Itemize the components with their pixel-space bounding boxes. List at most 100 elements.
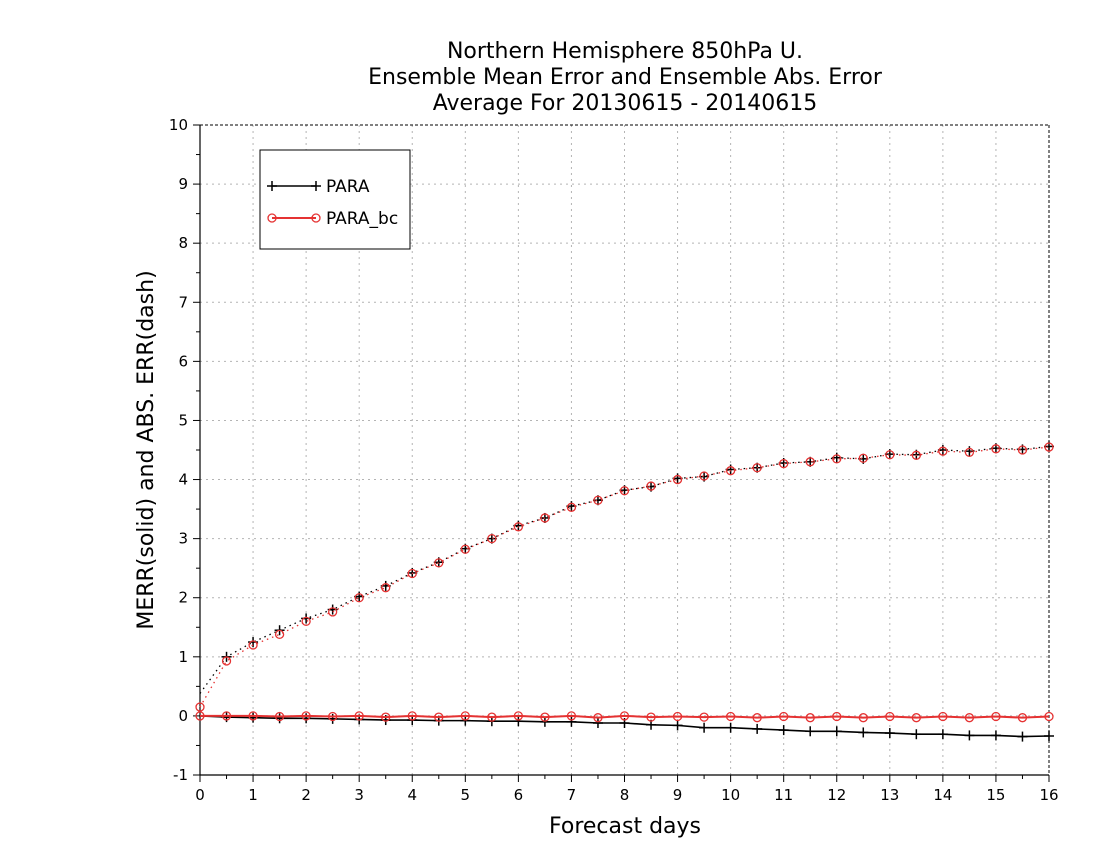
merr-point bbox=[354, 711, 364, 721]
merr-point bbox=[1017, 731, 1028, 742]
merr-point bbox=[672, 711, 683, 722]
y-tick-label: 8 bbox=[178, 234, 188, 252]
merr-point bbox=[460, 715, 471, 726]
abs-err-point bbox=[885, 450, 895, 460]
abs-err-point bbox=[328, 607, 338, 617]
x-tick-label: 9 bbox=[673, 786, 683, 804]
merr-point bbox=[328, 711, 338, 722]
merr-point bbox=[964, 713, 975, 723]
merr-point bbox=[752, 723, 763, 734]
x-tick-label: 8 bbox=[620, 786, 630, 804]
abs-err-point bbox=[195, 702, 205, 712]
merr-point bbox=[991, 711, 1001, 722]
abs-err-point bbox=[592, 495, 603, 506]
y-tick-label: 3 bbox=[178, 530, 188, 548]
abs-err-point bbox=[513, 522, 524, 532]
abs-err-point bbox=[487, 533, 497, 544]
merr-point bbox=[858, 727, 869, 738]
x-tick-label: 14 bbox=[933, 786, 952, 804]
abs-err-point bbox=[486, 533, 497, 544]
y-tick-label: 7 bbox=[178, 293, 188, 311]
x-tick-label: 12 bbox=[827, 786, 846, 804]
abs-err-point bbox=[672, 474, 683, 485]
merr-point bbox=[990, 730, 1001, 741]
title-line-3: Average For 20130615 - 20140615 bbox=[433, 91, 818, 116]
merr-point bbox=[911, 713, 921, 723]
x-axis-label: Forecast days bbox=[549, 814, 701, 839]
y-tick-label: 5 bbox=[178, 411, 188, 429]
abs-err-point bbox=[434, 558, 444, 568]
abs-err-point bbox=[301, 616, 311, 627]
merr-point bbox=[858, 713, 868, 723]
y-tick-label: 0 bbox=[178, 707, 188, 725]
merr-point bbox=[248, 711, 258, 721]
abs-err-point bbox=[460, 544, 470, 554]
merr-point bbox=[592, 718, 603, 728]
legend-entry: PARA bbox=[267, 177, 370, 197]
abs-err-point bbox=[991, 444, 1001, 454]
abs-err-point bbox=[381, 583, 391, 593]
abs-err-point bbox=[699, 471, 709, 481]
merr-point bbox=[672, 720, 683, 731]
legend: PARA PARA_bc bbox=[259, 149, 411, 250]
merr-point bbox=[460, 711, 470, 721]
merr-point bbox=[725, 722, 736, 733]
merr-point bbox=[699, 712, 709, 722]
merr-point bbox=[884, 728, 895, 739]
series-para-bc bbox=[195, 442, 1054, 723]
merr-point bbox=[911, 729, 922, 740]
merr-point bbox=[938, 711, 948, 722]
x-tick-label: 16 bbox=[1039, 786, 1058, 804]
abs-err-point bbox=[274, 629, 285, 640]
x-tick-label: 3 bbox=[354, 786, 364, 804]
abs-err-point bbox=[938, 446, 948, 456]
merr-point bbox=[513, 716, 524, 727]
merr-point bbox=[274, 711, 285, 722]
abs-err-point bbox=[832, 454, 842, 464]
title-line-1: Northern Hemisphere 850hPa U. bbox=[447, 39, 803, 64]
merr-point bbox=[964, 730, 975, 741]
y-tick-label: -1 bbox=[173, 766, 188, 784]
merr-point bbox=[805, 726, 816, 737]
merr-point bbox=[593, 713, 603, 723]
abs-err-point bbox=[725, 466, 736, 476]
x-tick-label: 6 bbox=[514, 786, 524, 804]
series-para bbox=[199, 441, 1054, 742]
merr-point bbox=[407, 711, 417, 721]
merr-point bbox=[434, 712, 444, 722]
merr-point bbox=[1044, 731, 1054, 741]
legend-box bbox=[259, 149, 411, 250]
merr-point bbox=[513, 711, 524, 721]
merr-point bbox=[937, 729, 948, 740]
legend-marker bbox=[311, 213, 321, 223]
legend-entry: PARA_bc bbox=[267, 209, 398, 229]
y-axis-label: MERR(solid) and ABS. ERR(dash) bbox=[134, 270, 159, 629]
merr-point bbox=[646, 712, 656, 722]
merr-point bbox=[566, 716, 577, 727]
merr-point bbox=[1017, 713, 1028, 723]
legend-label: PARA bbox=[326, 177, 370, 197]
y-tick-label: 6 bbox=[178, 352, 188, 370]
merr-point bbox=[885, 711, 895, 722]
merr-point bbox=[539, 716, 550, 727]
abs-err-point bbox=[619, 486, 630, 496]
y-tick-label: 2 bbox=[178, 589, 188, 607]
x-tick-label: 15 bbox=[986, 786, 1005, 804]
abs-err-line bbox=[199, 445, 1050, 694]
series bbox=[195, 441, 1054, 742]
x-tick-label: 2 bbox=[301, 786, 311, 804]
x-tick-label: 7 bbox=[567, 786, 577, 804]
x-tick-label: 1 bbox=[248, 786, 258, 804]
abs-err-point bbox=[1017, 445, 1028, 455]
abs-err-point bbox=[566, 502, 577, 512]
merr-point bbox=[195, 711, 205, 721]
merr-point bbox=[381, 712, 391, 722]
y-tick-label: 1 bbox=[178, 648, 188, 666]
abs-err-point bbox=[752, 463, 762, 473]
abs-err-point bbox=[407, 568, 417, 579]
merr-point bbox=[752, 713, 762, 723]
abs-err-point bbox=[911, 450, 921, 460]
abs-err-point bbox=[858, 453, 868, 463]
